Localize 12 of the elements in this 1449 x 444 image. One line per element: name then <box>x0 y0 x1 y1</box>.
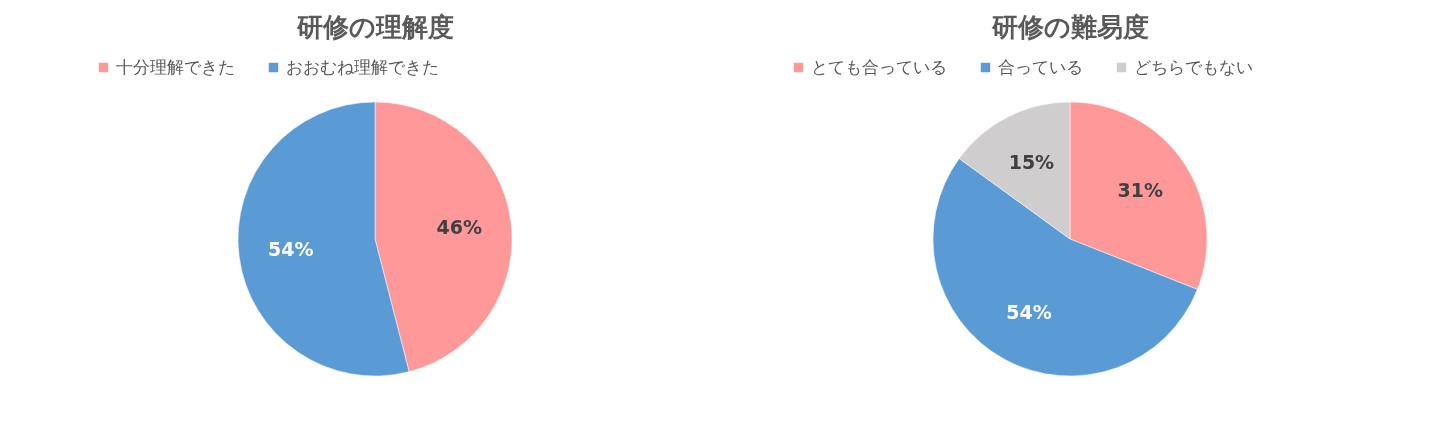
legend-label: とても合っている <box>811 56 947 77</box>
data-label: 46% <box>436 216 483 239</box>
data-label: 54% <box>1006 301 1052 324</box>
legend-label: どちらでもない <box>1134 56 1253 77</box>
legend-label: おおむね理解できた <box>286 56 439 77</box>
chart-title: 研修の難易度 <box>990 12 1149 42</box>
chart-title: 研修の理解度 <box>295 12 454 42</box>
data-label: 31% <box>1117 179 1164 202</box>
legend-label: 十分理解できた <box>116 56 235 77</box>
data-label: 54% <box>267 237 314 260</box>
data-label: 15% <box>1008 151 1055 174</box>
legend-label: 合っている <box>998 56 1083 77</box>
